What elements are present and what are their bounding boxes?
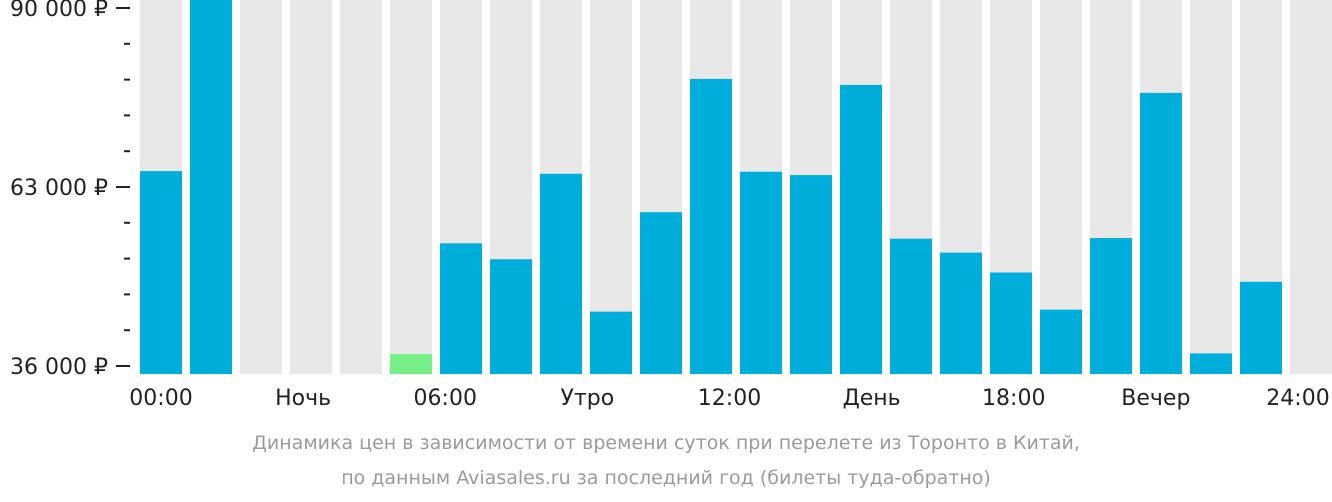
background-column-4 <box>340 0 382 374</box>
price-bar-hour-14[interactable] <box>840 84 882 375</box>
price-bar-hour-10[interactable] <box>640 212 682 374</box>
x-tick-label: День <box>843 386 901 411</box>
y-axis: 90 000 ₽ 63 000 ₽ 36 000 ₽ <box>10 0 130 380</box>
x-tick-label: 12:00 <box>698 386 761 411</box>
price-bar-hour-19[interactable] <box>1090 238 1132 374</box>
x-tick-label: 00:00 <box>129 386 192 411</box>
price-bar-hour-17[interactable] <box>990 272 1032 374</box>
background-column-21 <box>1190 0 1232 374</box>
price-bars <box>140 0 1282 375</box>
x-tick-label: 24:00 <box>1266 386 1329 411</box>
price-by-hour-chart: 90 000 ₽ 63 000 ₽ 36 000 ₽ 00:00 Ночь 06:00 У… <box>10 0 1332 411</box>
x-tick-label: Утро <box>561 386 615 411</box>
price-bar-hour-16[interactable] <box>940 252 982 374</box>
price-bar-hour-7[interactable] <box>490 259 532 374</box>
price-bar-hour-8[interactable] <box>540 173 582 374</box>
price-bar-hour-21[interactable] <box>1190 353 1232 374</box>
price-bar-hour-18[interactable] <box>1040 309 1082 374</box>
price-bar-hour-20[interactable] <box>1140 92 1182 375</box>
x-tick-label: Вечер <box>1121 386 1190 411</box>
background-column-3 <box>290 0 332 374</box>
background-column-2 <box>240 0 282 374</box>
y-tick-label: 36 000 ₽ <box>10 355 108 380</box>
background-column-23 <box>1290 0 1332 374</box>
y-tick-label: 63 000 ₽ <box>10 176 108 201</box>
background-column-5 <box>390 0 432 374</box>
price-bar-hour-13[interactable] <box>790 175 832 374</box>
x-tick-label: 18:00 <box>982 386 1045 411</box>
price-bar-hour-6[interactable] <box>440 243 482 374</box>
price-bar-hour-1[interactable] <box>190 0 232 374</box>
price-bar-hour-5[interactable] <box>390 354 432 374</box>
price-bar-hour-9[interactable] <box>590 311 632 374</box>
x-tick-label: Ночь <box>275 386 331 411</box>
y-tick-label: 90 000 ₽ <box>10 0 108 22</box>
x-tick-label: 06:00 <box>414 386 477 411</box>
chart-caption-line-2: по данным Aviasales.ru за последний год … <box>341 467 991 489</box>
price-bar-hour-15[interactable] <box>890 238 932 374</box>
price-bar-hour-12[interactable] <box>740 171 782 374</box>
price-bar-hour-22[interactable] <box>1240 281 1282 374</box>
x-axis: 00:00 Ночь 06:00 Утро 12:00 День 18:00 Вечер 24:… <box>129 386 1329 411</box>
chart-caption-line-1: Динамика цен в зависимости от времени су… <box>252 432 1080 454</box>
price-bar-hour-0[interactable] <box>140 171 182 374</box>
price-bar-hour-11[interactable] <box>690 78 732 374</box>
